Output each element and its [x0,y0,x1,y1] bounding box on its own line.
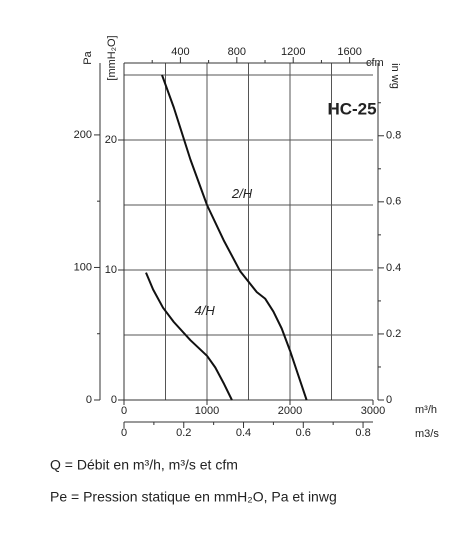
tick-label: 0 [86,394,92,406]
inwg-axis-label: in wg [389,63,401,89]
note: Q = Débit en m³/h, m³/s et cfm [50,457,238,473]
tick-label: 0 [121,427,127,439]
curve [145,272,233,401]
y-tick-label: 0 [111,394,117,406]
tick-label: 0.6 [296,427,311,439]
x-tick-label: 1000 [195,405,219,417]
tick-label: 400 [171,46,189,58]
cfm-axis-label: cfm [366,57,384,69]
tick-label: 0.6 [386,196,401,208]
tick-label: 0.2 [176,427,191,439]
tick-label: 1200 [281,46,305,58]
tick-label: 0.4 [386,262,401,274]
pa-axis-label: Pa [82,50,94,64]
curve-label: 2/H [231,186,253,201]
y-tick-label: 10 [105,264,117,276]
curve [161,74,308,401]
tick-label: 0.2 [386,328,401,340]
m3s-axis-label: m3/s [415,428,439,440]
x-tick-label: 2000 [278,405,302,417]
y-axis-label: [mmH₂O] [106,35,118,80]
tick-label: 0 [386,394,392,406]
tick-label: 0.8 [355,427,370,439]
tick-label: 100 [74,261,92,273]
x-tick-label: 0 [121,405,127,417]
x-tick-label: 3000 [361,405,385,417]
curve-label: 4/H [195,303,216,318]
tick-label: 200 [74,129,92,141]
chart-title: HC-25 [327,99,376,118]
tick-label: 1600 [337,46,361,58]
note: Pe = Pression statique en mmH₂O, Pa et i… [50,489,337,505]
tick-label: 800 [228,46,246,58]
tick-label: 0.4 [236,427,251,439]
y-tick-label: 20 [105,134,117,146]
x-axis-label: m³/h [415,404,437,416]
tick-label: 0.8 [386,130,401,142]
